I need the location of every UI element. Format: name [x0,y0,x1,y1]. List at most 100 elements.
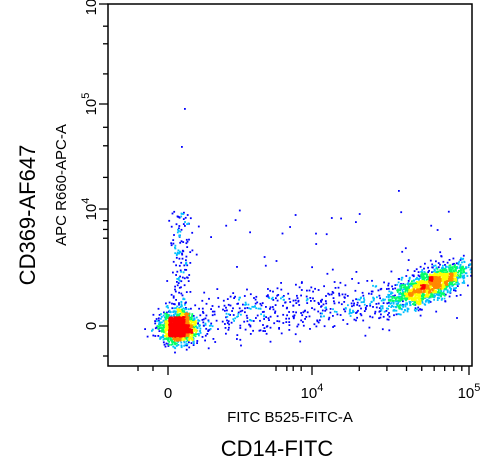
event-dot [233,297,235,299]
event-dot [441,285,443,287]
event-dot [411,288,414,291]
event-dot [305,299,308,302]
event-dot [413,301,416,304]
event-dot [174,343,177,346]
event-dot [298,286,301,289]
event-dot [363,297,365,300]
event-dot [338,301,340,304]
event-dot [173,310,176,313]
event-dot [227,303,230,306]
event-dot [455,295,458,297]
event-dot [363,310,366,312]
event-dot [185,238,188,241]
event-dot [320,315,323,318]
event-dot [397,281,400,284]
event-dot [186,240,189,243]
event-dot [288,321,291,323]
event-dot [333,302,336,305]
event-dot [425,286,428,289]
event-dot [450,272,453,275]
event-dot [225,316,227,319]
event-dot [450,273,453,276]
event-dot [161,321,163,324]
event-dot [427,287,430,289]
event-dot [411,292,413,294]
event-dot [420,308,422,311]
event-dot [387,318,390,321]
event-dot [175,223,178,226]
event-dot [185,242,188,245]
event-dot [173,346,176,349]
event-dot [192,328,195,330]
event-dot [205,327,208,330]
event-dot [317,289,320,291]
event-dot [363,303,366,306]
event-dot [168,219,171,222]
event-dot [427,266,429,269]
event-dot [176,281,178,283]
event-dot [173,339,176,342]
event-dot [226,309,228,312]
event-dot [216,288,219,290]
event-dot [162,341,165,344]
event-dot [421,271,424,273]
event-dot [160,324,162,326]
event-dot [428,281,430,283]
event-dot [454,272,457,275]
event-dot [182,327,185,329]
event-dot [429,279,432,282]
event-dot [210,322,213,325]
event-dot [198,307,200,310]
event-dot [155,326,158,329]
event-dot [187,324,190,327]
event-dot [404,305,407,308]
event-dot [238,298,240,301]
event-dot [181,313,184,315]
event-dot [352,304,355,307]
event-dot [233,320,235,322]
event-dot [184,221,186,223]
event-dot [193,330,195,333]
event-dot [261,311,264,313]
event-dot [428,297,430,299]
event-dot [393,296,395,298]
event-dot [165,329,168,332]
event-dot [172,314,175,317]
event-dot [424,300,427,303]
event-dot [168,334,170,336]
event-dot [341,293,344,296]
event-dot [419,265,422,268]
event-dot [223,304,226,307]
event-dot [324,306,327,309]
event-dot [188,238,190,241]
event-dot [441,266,444,269]
event-dot [168,341,170,343]
event-dot [298,304,301,306]
event-dot [440,295,442,298]
event-dot [451,276,453,279]
event-dot [416,278,418,280]
event-dot [175,345,178,347]
event-dot [377,289,380,292]
event-dot [459,265,462,268]
event-dot [409,294,412,297]
event-dot [202,321,205,324]
event-dot [239,327,242,329]
event-dot [172,239,175,241]
event-dot [257,307,260,310]
event-dot [170,343,172,346]
event-dot [180,346,183,349]
event-dot [337,286,340,289]
event-dot [186,223,188,225]
event-dot [243,295,246,297]
event-dot [274,310,277,313]
event-dot [441,276,444,279]
event-dot [427,284,429,287]
event-dot [461,261,463,264]
event-dot [230,321,233,324]
event-dot [371,279,373,282]
event-dot [431,296,434,298]
event-dot [350,312,353,314]
event-dot [407,280,410,282]
event-dot [437,277,439,280]
